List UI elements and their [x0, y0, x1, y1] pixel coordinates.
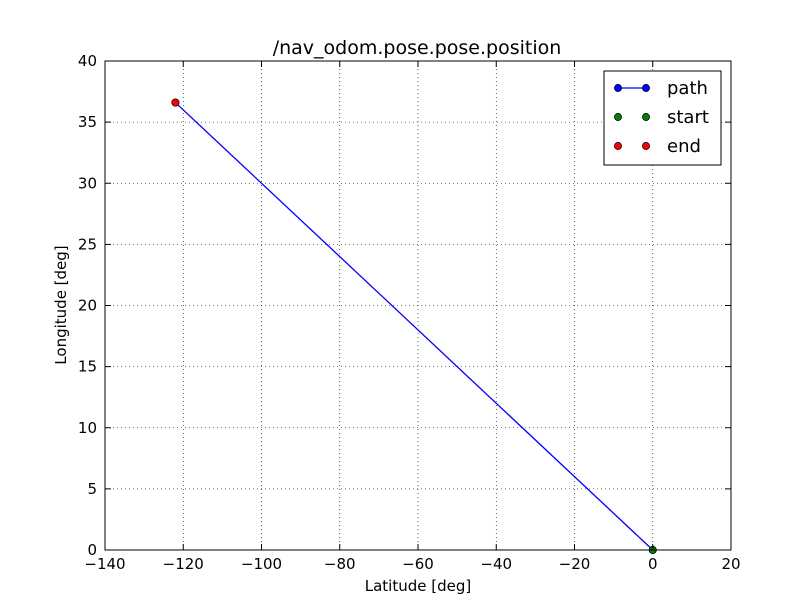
legend-path-label: path — [667, 78, 708, 99]
x-tick-label: −60 — [402, 555, 434, 573]
x-tick-label: 20 — [721, 555, 740, 573]
x-tick-label: −120 — [163, 555, 204, 573]
legend-end-marker — [642, 142, 650, 150]
x-axis-label: Latitude [deg] — [365, 577, 471, 595]
legend-path-marker — [642, 84, 650, 92]
x-tick-label: −80 — [324, 555, 356, 573]
y-tick-label: 30 — [78, 174, 97, 192]
y-tick-label: 0 — [87, 541, 97, 559]
ticks: −140 −120 −100 −80 −60 −40 −20 0 20 0 5 10 15 20 25 30 3… — [78, 52, 741, 573]
y-tick-label: 20 — [78, 297, 97, 315]
legend-start-label: start — [667, 107, 709, 128]
y-tick-label: 5 — [87, 480, 97, 498]
y-tick-label: 40 — [78, 52, 97, 70]
series-path-line — [174, 102, 654, 551]
legend-box — [603, 70, 722, 166]
plot-area — [171, 98, 657, 554]
x-tick-label: −20 — [559, 555, 591, 573]
legend-start-marker — [614, 113, 622, 121]
legend: path start end — [603, 70, 722, 166]
series-end-point — [171, 98, 180, 107]
x-tick-label: −140 — [84, 555, 125, 573]
y-tick-label: 15 — [78, 358, 97, 376]
legend-start-marker — [642, 113, 650, 121]
y-tick-label: 35 — [78, 113, 97, 131]
x-tick-label: −40 — [480, 555, 512, 573]
x-tick-label: 0 — [648, 555, 658, 573]
x-tick-label: −100 — [241, 555, 282, 573]
chart-title: /nav_odom.pose.pose.position — [273, 37, 562, 59]
legend-end-marker — [614, 142, 622, 150]
legend-path-marker — [614, 84, 622, 92]
y-tick-label: 10 — [78, 419, 97, 437]
y-tick-label: 25 — [78, 235, 97, 253]
y-axis-label: Longitude [deg] — [52, 245, 70, 364]
legend-end-label: end — [667, 136, 701, 157]
